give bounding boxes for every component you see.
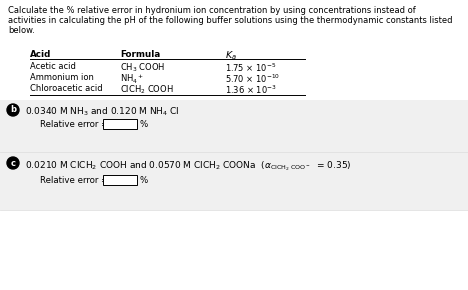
Text: 1.36 $\times$ 10$^{-3}$: 1.36 $\times$ 10$^{-3}$ <box>225 84 277 96</box>
FancyBboxPatch shape <box>0 152 468 210</box>
Text: b: b <box>10 106 16 115</box>
Text: 0.0210 M ClCH$_2$ COOH and 0.0570 M ClCH$_2$ COONa  ($\alpha_\mathrm{ClCH_2\ COO: 0.0210 M ClCH$_2$ COOH and 0.0570 M ClCH… <box>25 159 351 173</box>
Text: Chloroacetic acid: Chloroacetic acid <box>30 84 102 93</box>
Text: $K_a$: $K_a$ <box>225 50 237 63</box>
Text: Acid: Acid <box>30 50 51 59</box>
Text: CH$_3$ COOH: CH$_3$ COOH <box>120 62 165 75</box>
Text: 5.70 $\times$ 10$^{-10}$: 5.70 $\times$ 10$^{-10}$ <box>225 73 280 85</box>
Text: c: c <box>10 159 15 168</box>
Text: Calculate the % relative error in hydronium ion concentration by using concentra: Calculate the % relative error in hydron… <box>8 6 416 15</box>
FancyBboxPatch shape <box>0 100 468 152</box>
Text: Acetic acid: Acetic acid <box>30 62 76 71</box>
Text: activities in calculating the pH of the following buffer solutions using the the: activities in calculating the pH of the … <box>8 16 453 25</box>
Text: Formula: Formula <box>120 50 160 59</box>
Text: Relative error =: Relative error = <box>40 176 109 185</box>
Circle shape <box>7 157 19 169</box>
Text: %: % <box>140 120 148 129</box>
FancyBboxPatch shape <box>103 175 137 185</box>
Text: ClCH$_2$ COOH: ClCH$_2$ COOH <box>120 84 174 97</box>
FancyBboxPatch shape <box>103 119 137 129</box>
Circle shape <box>7 104 19 116</box>
Text: NH$_4$$^+$: NH$_4$$^+$ <box>120 73 144 86</box>
Text: Relative error =: Relative error = <box>40 120 109 129</box>
Text: %: % <box>140 176 148 185</box>
Text: Ammonium ion: Ammonium ion <box>30 73 94 82</box>
Text: below.: below. <box>8 26 35 35</box>
Text: 1.75 $\times$ 10$^{-5}$: 1.75 $\times$ 10$^{-5}$ <box>225 62 276 75</box>
Text: 0.0340 M NH$_3$ and 0.120 M NH$_4$ Cl: 0.0340 M NH$_3$ and 0.120 M NH$_4$ Cl <box>25 106 180 119</box>
